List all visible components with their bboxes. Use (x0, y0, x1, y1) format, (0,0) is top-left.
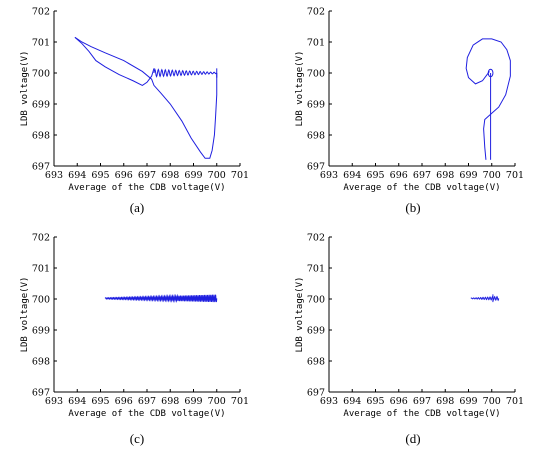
chart-panel-1: 693 694 695 696 697 698 699 700 701 697 698 699 700 7… (20, 7, 249, 216)
y-tick-label: 702 (32, 7, 50, 18)
x-tick-label: 693 (45, 396, 63, 407)
y-tick-label: 702 (307, 233, 325, 244)
y-tick-label: 697 (32, 162, 50, 173)
y-tick-label: 698 (32, 357, 50, 368)
panel-caption: (a) (130, 200, 144, 215)
x-tick-label: 701 (231, 170, 249, 181)
y-tick-label: 698 (307, 357, 325, 368)
x-tick-label: 696 (390, 396, 408, 407)
x-tick-label: 697 (413, 170, 431, 181)
x-tick-label: 701 (506, 396, 524, 407)
x-tick-label: 700 (208, 170, 226, 181)
x-tick-label: 697 (413, 396, 431, 407)
y-tick-label: 699 (32, 100, 50, 111)
chart-panel-3: 693 694 695 696 697 698 699 700 701 697 698 699 700 7… (20, 233, 249, 447)
x-tick-label: 698 (436, 170, 454, 181)
x-tick-label: 699 (459, 396, 477, 407)
x-tick-label: 701 (506, 170, 524, 181)
x-tick-label: 695 (366, 396, 384, 407)
series-line-3 (153, 67, 218, 78)
x-tick-label: 693 (320, 396, 338, 407)
x-tick-label: 695 (91, 170, 109, 181)
panel-caption: (b) (405, 200, 420, 215)
y-tick-label: 701 (32, 38, 50, 49)
y-tick-label: 697 (32, 388, 50, 399)
y-tick-label: 701 (32, 264, 50, 275)
panel-caption: (c) (130, 431, 144, 446)
x-tick-label: 694 (68, 396, 86, 407)
y-tick-label: 702 (32, 233, 50, 244)
series-line-1 (104, 293, 218, 303)
chart-panel-2: 693 694 695 696 697 698 699 700 701 697 698 699 700 7… (295, 7, 524, 216)
x-tick-label: 694 (68, 170, 86, 181)
x-tick-label: 693 (320, 170, 338, 181)
x-axis-label: Average of the CDB voltage(V) (68, 183, 225, 193)
y-tick-label: 698 (32, 131, 50, 142)
x-tick-label: 694 (343, 170, 361, 181)
x-tick-label: 695 (366, 170, 384, 181)
y-tick-label: 701 (307, 38, 325, 49)
y-tick-label: 697 (307, 162, 325, 173)
series-line-1 (74, 36, 218, 159)
y-axis-label: LDB voltage(V) (295, 51, 305, 127)
y-axis-label: LDB voltage(V) (295, 277, 305, 353)
y-axis-label: LDB voltage(V) (20, 277, 30, 353)
x-tick-label: 694 (343, 396, 361, 407)
series-line-2 (74, 36, 155, 86)
x-tick-label: 696 (390, 170, 408, 181)
x-tick-label: 697 (138, 170, 156, 181)
y-tick-label: 699 (307, 326, 325, 337)
series-line-1 (470, 295, 500, 302)
x-tick-label: 698 (161, 170, 179, 181)
x-tick-label: 693 (45, 170, 63, 181)
y-tick-label: 700 (32, 69, 50, 80)
x-tick-label: 699 (459, 170, 477, 181)
series-line-1 (465, 38, 511, 160)
x-tick-label: 701 (231, 396, 249, 407)
chart-panel-4: 693 694 695 696 697 698 699 700 701 697 698 699 700 7… (295, 233, 524, 447)
y-tick-label: 698 (307, 131, 325, 142)
x-axis-label: Average of the CDB voltage(V) (343, 409, 500, 419)
panel-caption: (d) (405, 431, 420, 446)
x-tick-label: 698 (436, 396, 454, 407)
y-tick-label: 697 (307, 388, 325, 399)
x-tick-label: 700 (483, 396, 501, 407)
x-tick-label: 696 (115, 396, 133, 407)
y-tick-label: 702 (307, 7, 325, 18)
y-tick-label: 700 (32, 295, 50, 306)
series-line-2 (487, 68, 494, 78)
y-tick-label: 699 (307, 100, 325, 111)
y-axis-label: LDB voltage(V) (20, 51, 30, 127)
y-tick-label: 700 (307, 295, 325, 306)
x-tick-label: 699 (184, 170, 202, 181)
x-tick-label: 697 (138, 396, 156, 407)
x-tick-label: 700 (483, 170, 501, 181)
x-axis-label: Average of the CDB voltage(V) (68, 409, 225, 419)
y-tick-label: 699 (32, 326, 50, 337)
x-axis-label: Average of the CDB voltage(V) (343, 183, 500, 193)
x-tick-label: 700 (208, 396, 226, 407)
y-tick-label: 700 (307, 69, 325, 80)
y-tick-label: 701 (307, 264, 325, 275)
x-tick-label: 696 (115, 170, 133, 181)
x-tick-label: 698 (161, 396, 179, 407)
x-tick-label: 695 (91, 396, 109, 407)
x-tick-label: 699 (184, 396, 202, 407)
